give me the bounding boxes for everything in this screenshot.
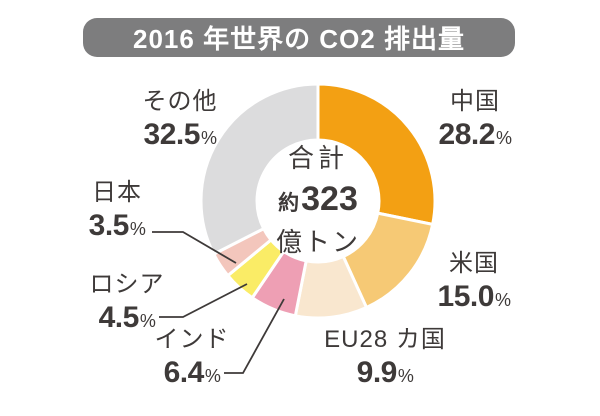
donut-center-label: 合計 約323 億トン <box>276 140 360 260</box>
percent-sign: % <box>397 365 414 386</box>
segment-label-china: 中国 28.2% <box>439 88 512 153</box>
leader-line-japan <box>152 231 237 264</box>
donut-segments <box>199 82 437 320</box>
leader-line-india <box>224 298 285 374</box>
segment-pct-eu28: 9.9% <box>356 355 414 389</box>
donut-segment-others <box>199 82 320 257</box>
chart-title: 2016 年世界の CO2 排出量 <box>133 24 465 54</box>
segment-name-india: インド <box>154 326 230 353</box>
segment-name-russia: ロシア <box>89 271 165 298</box>
center-value: 323 <box>301 180 358 219</box>
center-total-value: 約323 <box>276 176 360 224</box>
donut-segment-china <box>316 82 437 227</box>
percent-sign: % <box>139 310 156 331</box>
percent-sign: % <box>204 365 221 386</box>
segment-pct-india: 6.4% <box>163 355 221 389</box>
segment-pct-china: 28.2% <box>438 117 512 151</box>
segment-name-china: 中国 <box>450 88 500 115</box>
percent-sign: % <box>129 218 146 239</box>
segment-name-eu28: EU28 カ国 <box>324 326 446 353</box>
percent-sign: % <box>200 127 217 148</box>
center-total-unit: 億トン <box>275 226 361 257</box>
segment-pct-us: 15.0% <box>437 279 511 313</box>
center-total-label: 合計 <box>287 142 349 173</box>
segment-label-others: その他 32.5% <box>143 88 218 153</box>
segment-label-us: 米国 15.0% <box>438 250 511 315</box>
segment-label-russia: ロシア 4.5% <box>90 271 165 336</box>
segment-label-india: インド 6.4% <box>155 326 230 391</box>
leader-line-russia <box>159 283 248 318</box>
chart-title-banner: 2016 年世界の CO2 排出量 <box>83 18 515 57</box>
center-approx-prefix: 約 <box>278 192 300 216</box>
segment-name-japan: 日本 <box>91 179 142 206</box>
segment-label-japan: 日本 3.5% <box>89 179 146 244</box>
segment-pct-others: 32.5% <box>143 117 217 151</box>
leader-lines <box>152 231 285 374</box>
percent-sign: % <box>494 289 511 310</box>
segment-pct-japan: 3.5% <box>88 208 146 242</box>
segment-name-us: 米国 <box>449 250 499 277</box>
segment-pct-russia: 4.5% <box>98 300 156 334</box>
segment-name-others: その他 <box>142 88 218 115</box>
segment-label-eu28: EU28 カ国 9.9% <box>324 326 446 391</box>
percent-sign: % <box>495 127 512 148</box>
